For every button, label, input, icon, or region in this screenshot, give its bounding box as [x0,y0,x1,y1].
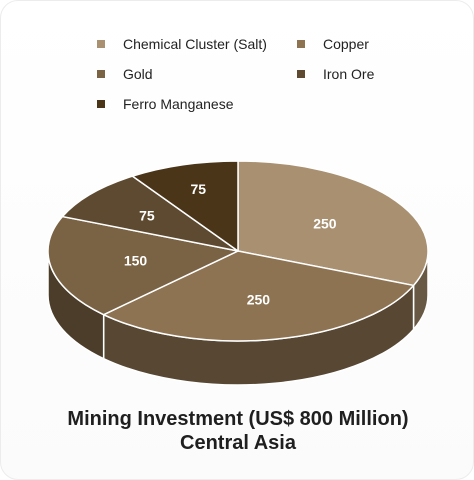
legend-label: Chemical Cluster (Salt) [123,36,267,52]
legend-item-ferro-manganese: Ferro Manganese [97,95,297,113]
pie-data-label: 150 [124,253,148,269]
pie-slice [47,215,239,316]
legend: Chemical Cluster (Salt) Copper Gold Iron… [97,35,417,113]
pie-slice [102,250,415,342]
pie-slice [237,160,429,287]
legend-item-gold: Gold [97,65,297,83]
legend-swatch [97,70,105,78]
pie-data-label: 250 [247,292,271,308]
pie-data-label: 75 [191,181,207,197]
legend-item-iron-ore: Iron Ore [297,65,417,83]
chart-subtitle: Central Asia [180,432,296,454]
chart-title: Mining Investment (US$ 800 Million) [67,408,409,430]
legend-swatch [97,100,105,108]
pie-label-group: 250 250 150 75 75 [124,181,337,308]
legend-label: Iron Ore [323,66,375,82]
pie-data-label: 75 [139,208,155,224]
pie-chart: 250 250 150 75 75 [47,160,429,386]
pie-top-group [47,160,429,342]
legend-swatch [297,40,305,48]
legend-label: Gold [123,66,153,82]
pie-data-label: 250 [313,215,337,231]
pie-slice [61,175,239,252]
legend-swatch [97,40,105,48]
legend-swatch [297,70,305,78]
legend-item-chemical-cluster: Chemical Cluster (Salt) [97,35,297,53]
legend-item-copper: Copper [297,35,417,53]
chart-title-block: Mining Investment (US$ 800 Million) Cent… [1,407,474,455]
pie-slice [131,160,239,252]
legend-label: Ferro Manganese [123,96,234,112]
legend-label: Copper [323,36,369,52]
